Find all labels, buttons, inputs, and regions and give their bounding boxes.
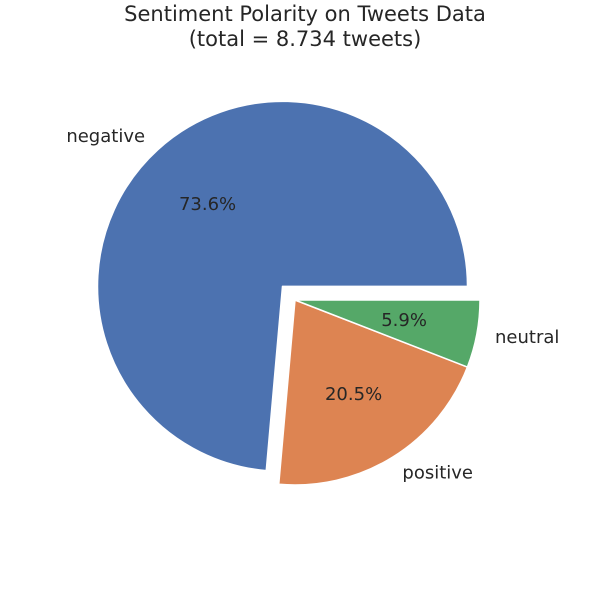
slice-label-negative: negative <box>66 126 145 147</box>
pie-slices <box>96 100 481 486</box>
percent-label-neutral: 5.9% <box>381 310 427 331</box>
pie-slice-positive <box>277 299 469 486</box>
pie-percent-labels: 73.6% 20.5% 5.9% <box>179 194 427 405</box>
chart-title-line-2: (total = 8.734 tweets) <box>189 27 422 51</box>
chart-title: Sentiment Polarity on Tweets Data (total… <box>124 2 486 51</box>
slice-label-neutral: neutral <box>495 327 559 348</box>
pie-slice-negative <box>96 100 469 472</box>
chart-title-line-1: Sentiment Polarity on Tweets Data <box>124 2 486 26</box>
percent-label-positive: 20.5% <box>325 384 382 405</box>
slice-label-positive: positive <box>402 462 473 483</box>
pie-slice-labels: negative positive neutral <box>66 126 559 484</box>
pie-slice-neutral <box>294 299 481 368</box>
percent-label-negative: 73.6% <box>179 194 236 215</box>
